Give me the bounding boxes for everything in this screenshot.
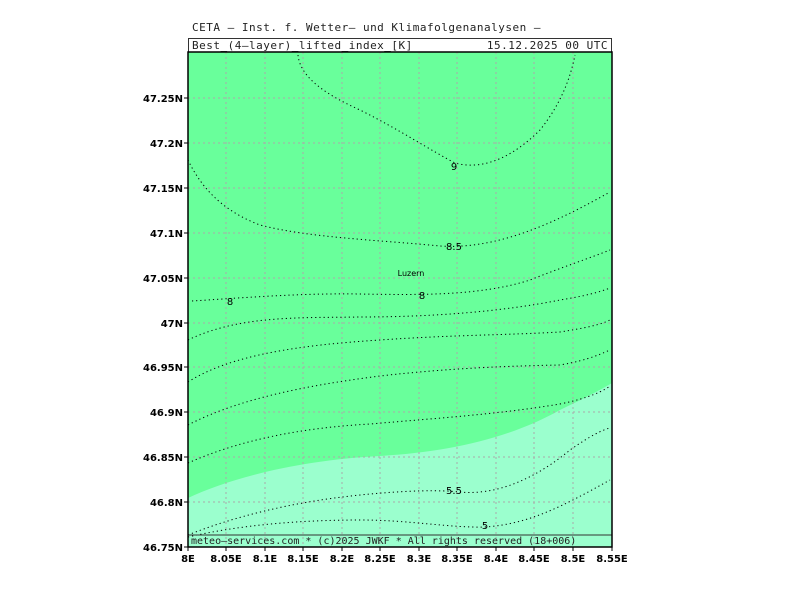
map-frame bbox=[187, 51, 613, 548]
lon-tick-label: 8.1E bbox=[253, 554, 278, 565]
lat-tick-label: 47.1N bbox=[150, 229, 183, 240]
lat-tick-label: 47.05N bbox=[143, 274, 183, 285]
lon-tick-label: 8.45E bbox=[518, 554, 550, 565]
footer-credit: meteo–services.com * (c)2025 JWKF * All … bbox=[191, 536, 576, 547]
contour-9 bbox=[297, 54, 576, 166]
lat-tick-label: 47.2N bbox=[150, 139, 183, 150]
lon-tick-label: 8.35E bbox=[441, 554, 473, 565]
contour-label: 8 bbox=[227, 297, 233, 308]
lat-tick-label: 46.85N bbox=[143, 453, 183, 464]
lat-tick-label: 47.25N bbox=[143, 94, 183, 105]
lat-tick-label: 47N bbox=[161, 319, 183, 330]
contour-5 bbox=[187, 479, 611, 538]
lat-tick-label: 46.95N bbox=[143, 363, 183, 374]
contour-label: 5.5 bbox=[446, 486, 462, 497]
contour-5-5 bbox=[187, 427, 611, 536]
lon-tick-label: 8.25E bbox=[364, 554, 396, 565]
lon-tick-label: 8.5E bbox=[561, 554, 586, 565]
lon-tick-label: 8.3E bbox=[407, 554, 432, 565]
grid-lines bbox=[188, 52, 612, 547]
variable-name: Best_(4–layer)_lifted_index_[K] bbox=[192, 39, 413, 52]
contour-label: 5 bbox=[482, 521, 488, 532]
contour-8-5 bbox=[187, 159, 611, 247]
institution-title: CETA – Inst. f. Wetter– und Klimafolgena… bbox=[192, 21, 542, 34]
lon-tick-label: 8.55E bbox=[596, 554, 628, 565]
lat-tick-label: 46.8N bbox=[150, 498, 183, 509]
lower-fill-region bbox=[188, 383, 612, 547]
variable-title-bar: Best_(4–layer)_lifted_index_[K] 15.12.20… bbox=[188, 38, 612, 52]
contour-label: 8.5 bbox=[446, 242, 462, 253]
lon-tick-label: 8.4E bbox=[484, 554, 509, 565]
lon-tick-label: 8E bbox=[181, 554, 195, 565]
contour-7-5 bbox=[187, 287, 611, 341]
contour-label: 9 bbox=[451, 162, 457, 173]
place-label-luzern: Luzern bbox=[398, 269, 425, 278]
lon-tick-label: 8.2E bbox=[330, 554, 355, 565]
contour-lines bbox=[187, 54, 611, 538]
contour-label: 8 bbox=[419, 291, 425, 302]
lat-tick-label: 47.15N bbox=[143, 184, 183, 195]
lat-tick-label: 46.75N bbox=[143, 543, 183, 554]
lat-tick-label: 46.9N bbox=[150, 408, 183, 419]
valid-time: 15.12.2025 00 UTC bbox=[486, 39, 608, 52]
lon-tick-label: 8.15E bbox=[287, 554, 319, 565]
lon-tick-label: 8.05E bbox=[210, 554, 242, 565]
